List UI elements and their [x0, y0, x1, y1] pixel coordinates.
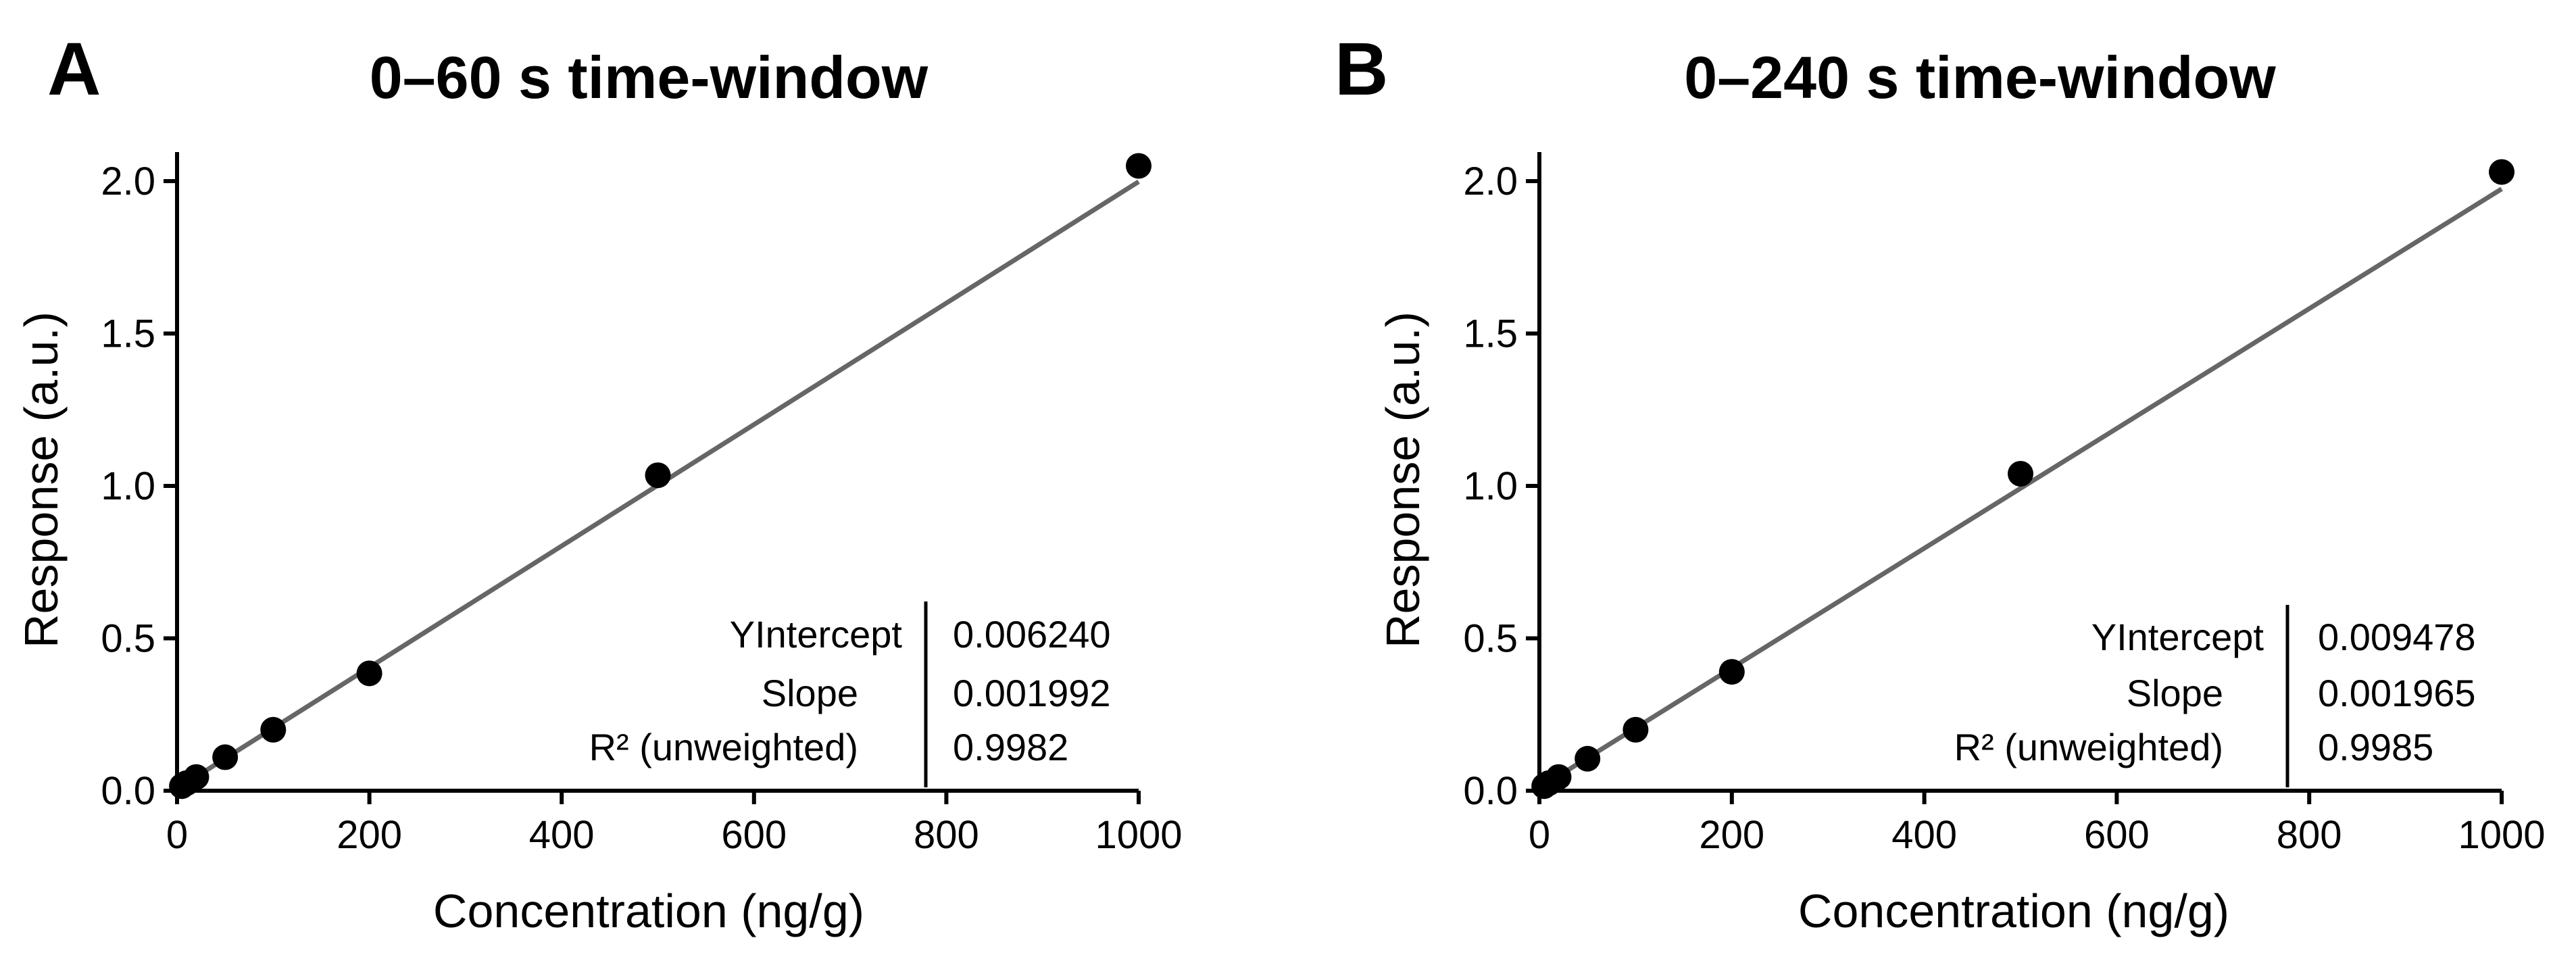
data-point — [183, 764, 209, 790]
x-tick-label: 1000 — [1095, 813, 1182, 857]
x-tick-label: 800 — [2277, 813, 2342, 857]
panel-a: A 0–60 s time-window Response (a.u.) Con… — [15, 28, 1183, 937]
data-point — [1718, 659, 1745, 685]
x-tick-label: 600 — [2084, 813, 2150, 857]
data-point — [260, 716, 287, 743]
y-tick-label: 0.0 — [1463, 769, 1518, 813]
y-tick-label: 1.5 — [1463, 312, 1518, 356]
stat-value-yintercept: 0.006240 — [953, 613, 1111, 656]
data-point — [1575, 745, 1601, 772]
x-ticks: 0 200 400 600 800 1000 — [166, 791, 1183, 857]
data-point — [2008, 460, 2033, 487]
x-tick-label: 600 — [721, 813, 787, 857]
stat-value-r2: 0.9985 — [2318, 726, 2433, 768]
stat-value-slope: 0.001992 — [953, 672, 1111, 714]
y-tick-label: 2.0 — [1463, 159, 1518, 203]
x-tick-label: 200 — [337, 813, 402, 857]
x-tick-label: 0 — [1529, 813, 1550, 857]
data-point — [2489, 159, 2515, 185]
stat-label-yintercept: YIntercept — [2091, 616, 2264, 658]
data-point — [1545, 764, 1572, 790]
stat-value-r2: 0.9982 — [953, 726, 1068, 768]
data-point — [212, 744, 239, 770]
x-tick-label: 0 — [166, 813, 188, 857]
y-tick-label: 1.5 — [101, 312, 155, 356]
data-point — [645, 462, 671, 489]
data-point — [1623, 716, 1649, 743]
stat-label-slope: Slope — [762, 672, 858, 714]
y-ticks: 0.0 0.5 1.0 1.5 2.0 — [1463, 159, 1539, 813]
stats-table: YIntercept Slope R² (unweighted) 0.00624… — [589, 601, 1111, 787]
data-points — [169, 153, 1151, 800]
fit-line — [1538, 187, 2503, 790]
chart-title: 0–60 s time-window — [370, 44, 928, 111]
data-point — [356, 660, 382, 687]
stat-value-slope: 0.001965 — [2318, 672, 2476, 714]
y-tick-label: 1.0 — [101, 464, 155, 508]
y-tick-label: 0.0 — [101, 769, 155, 813]
y-tick-label: 1.0 — [1463, 464, 1518, 508]
stat-label-yintercept: YIntercept — [730, 613, 903, 656]
y-axis-label: Response (a.u.) — [1377, 312, 1429, 648]
x-ticks: 0 200 400 600 800 1000 — [1529, 791, 2546, 857]
x-axis-label: Concentration (ng/g) — [433, 885, 864, 937]
y-tick-label: 0.5 — [101, 617, 155, 661]
chart-title: 0–240 s time-window — [1684, 44, 2276, 111]
stat-label-slope: Slope — [2127, 672, 2223, 714]
x-tick-label: 400 — [1891, 813, 1957, 857]
stat-label-r2: R² (unweighted) — [589, 726, 858, 768]
stat-label-r2: R² (unweighted) — [1954, 726, 2223, 768]
x-tick-label: 200 — [1699, 813, 1764, 857]
stat-value-yintercept: 0.009478 — [2318, 616, 2476, 658]
data-point — [1126, 153, 1151, 179]
y-ticks: 0.0 0.5 1.0 1.5 2.0 — [101, 159, 177, 813]
stats-table: YIntercept Slope R² (unweighted) 0.00947… — [1954, 605, 2476, 787]
y-axis-label: Response (a.u.) — [15, 312, 68, 648]
data-points — [1531, 159, 2515, 800]
y-tick-label: 2.0 — [101, 159, 155, 203]
x-tick-label: 800 — [914, 813, 979, 857]
panel-b: B 0–240 s time-window Response (a.u.) Co… — [1335, 28, 2546, 937]
x-tick-label: 1000 — [2458, 813, 2545, 857]
panel-letter: B — [1335, 28, 1388, 111]
y-tick-label: 0.5 — [1463, 617, 1518, 661]
panel-letter: A — [47, 28, 101, 111]
x-axis-label: Concentration (ng/g) — [1798, 885, 2229, 937]
x-tick-label: 400 — [529, 813, 595, 857]
